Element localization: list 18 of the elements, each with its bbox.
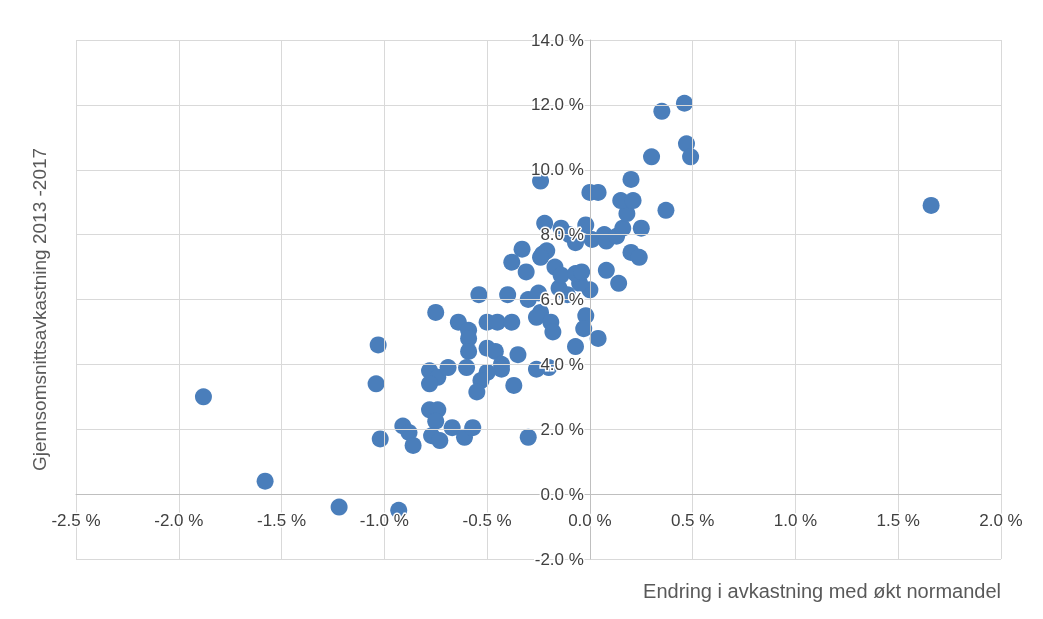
y-tick-label: 12.0 % <box>530 95 584 115</box>
y-tick-label: 10.0 % <box>530 160 584 180</box>
y-axis-title: Gjennsomsnittsavkastning 2013 -2017 <box>29 147 50 472</box>
x-axis-title: Endring i avkastning med økt normandel <box>643 580 1002 602</box>
x-tick-label: 1.0 % <box>773 511 818 531</box>
x-tick-label: -0.5 % <box>462 511 512 531</box>
x-tick-label: -2.0 % <box>154 511 204 531</box>
x-tick-label: -2.5 % <box>51 511 101 531</box>
x-tick-label: 0.0 % <box>568 511 612 531</box>
x-tick-label: 1.5 % <box>876 511 920 531</box>
y-tick-label: 2.0 % <box>540 419 584 439</box>
y-tick-label: 6.0 % <box>540 290 584 309</box>
y-tick-label: 14.0 % <box>530 30 584 50</box>
x-tick-label: 0.5 % <box>670 511 715 531</box>
y-tick-label: -2.0 % <box>534 549 584 569</box>
y-tick-label: 0.0 % <box>540 484 584 504</box>
x-tick-label: 2.0 % <box>979 511 1023 531</box>
x-tick-label: -1.5 % <box>256 511 307 531</box>
